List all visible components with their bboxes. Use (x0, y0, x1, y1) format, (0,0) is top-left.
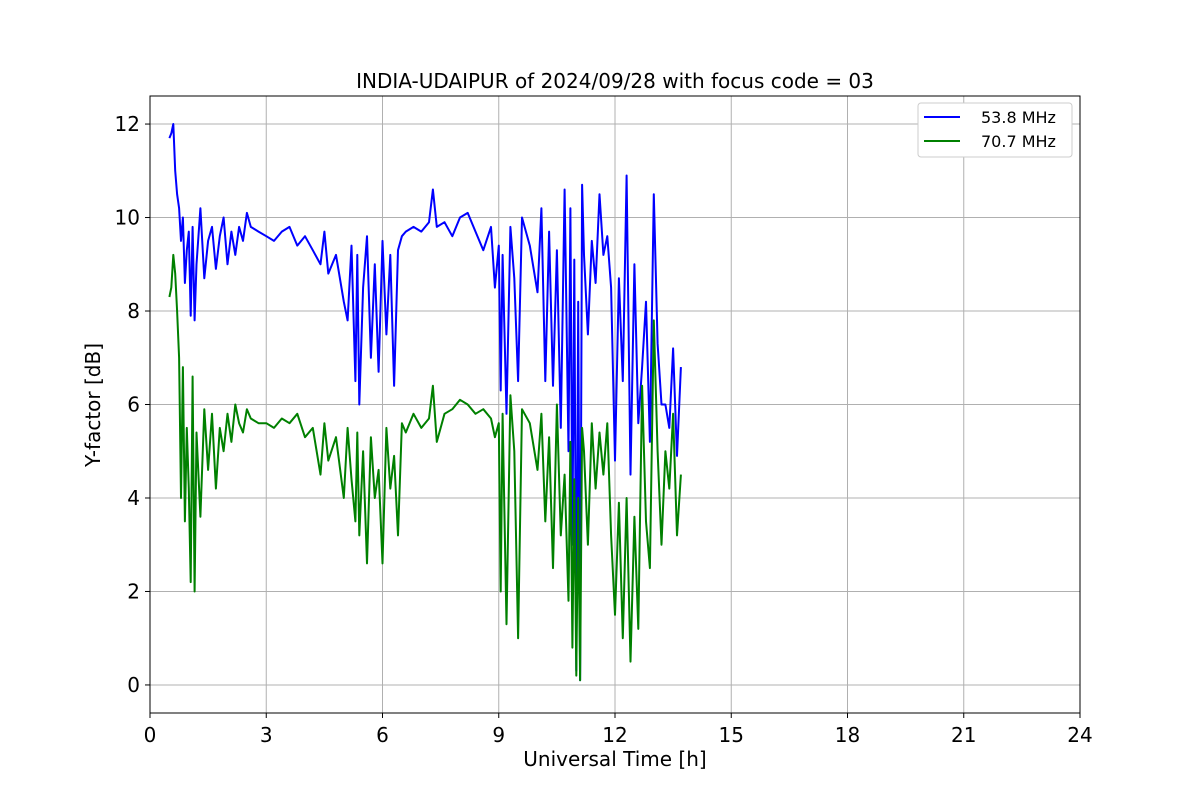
y-tick-label: 0 (127, 673, 140, 697)
y-axis-ticks: 0 2 4 6 8 10 12 (115, 112, 150, 697)
legend: 53.8 MHz 70.7 MHz (917, 102, 1073, 158)
y-axis-label: Y-factor [dB] (81, 343, 105, 468)
x-tick-label: 9 (492, 723, 505, 747)
x-tick-label: 3 (260, 723, 273, 747)
legend-label-53-8: 53.8 MHz (981, 108, 1056, 127)
series-line-53-8-mhz (168, 123, 682, 682)
x-tick-label: 12 (602, 723, 627, 747)
x-tick-label: 0 (144, 723, 157, 747)
x-tick-label: 6 (376, 723, 389, 747)
x-tick-label: 15 (719, 723, 744, 747)
y-tick-label: 8 (127, 299, 140, 323)
y-tick-label: 12 (115, 112, 140, 136)
plot-series (168, 123, 682, 682)
y-tick-label: 2 (127, 579, 140, 603)
x-axis-label: Universal Time [h] (523, 747, 706, 771)
legend-label-70-7: 70.7 MHz (981, 132, 1056, 151)
x-tick-label: 24 (1067, 723, 1092, 747)
x-axis-ticks: 0 3 6 9 12 15 18 21 24 (144, 713, 1093, 747)
series-line-70-7-mhz (168, 253, 682, 682)
y-tick-label: 10 (115, 206, 140, 230)
x-tick-label: 21 (951, 723, 976, 747)
y-tick-label: 6 (127, 393, 140, 417)
chart-title: INDIA-UDAIPUR of 2024/09/28 with focus c… (356, 69, 874, 93)
x-tick-label: 18 (835, 723, 860, 747)
y-tick-label: 4 (127, 486, 140, 510)
